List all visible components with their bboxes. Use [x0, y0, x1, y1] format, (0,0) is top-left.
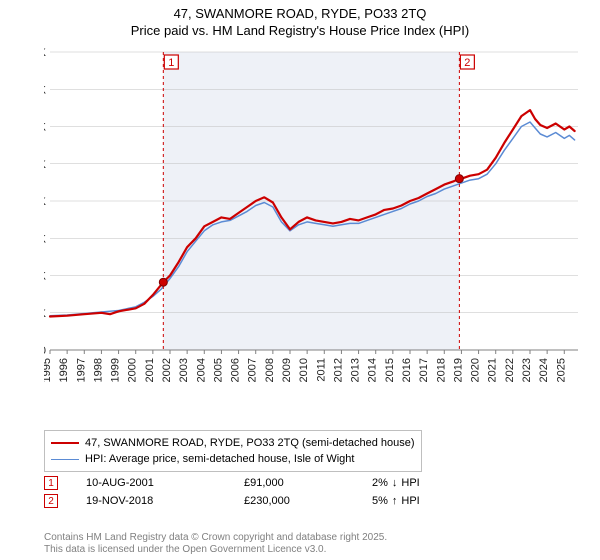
svg-text:2: 2: [464, 57, 470, 69]
title-line1: 47, SWANMORE ROAD, RYDE, PO33 2TQ: [0, 6, 600, 21]
legend-box: 47, SWANMORE ROAD, RYDE, PO33 2TQ (semi-…: [44, 430, 422, 472]
chart-area: £0 £50K £100K £150K £200K £250K £300K £350K £400…: [44, 48, 584, 398]
attribution-line2: This data is licensed under the Open Gov…: [44, 544, 387, 556]
svg-text:£350K: £350K: [44, 84, 47, 96]
svg-text:2014: 2014: [367, 358, 379, 382]
svg-text:2006: 2006: [230, 358, 242, 382]
svg-text:2018: 2018: [435, 358, 447, 382]
svg-text:£300K: £300K: [44, 122, 47, 134]
svg-text:2019: 2019: [452, 358, 464, 382]
svg-text:2015: 2015: [384, 358, 396, 382]
svg-text:1999: 1999: [110, 358, 122, 382]
svg-text:2020: 2020: [470, 358, 482, 382]
svg-text:2007: 2007: [247, 358, 259, 382]
legend-item: 47, SWANMORE ROAD, RYDE, PO33 2TQ (semi-…: [51, 435, 415, 451]
svg-text:2016: 2016: [401, 358, 413, 382]
svg-text:£150K: £150K: [44, 233, 47, 245]
svg-text:2013: 2013: [350, 358, 362, 382]
svg-text:2011: 2011: [315, 358, 327, 382]
svg-text:2001: 2001: [144, 358, 156, 382]
title-line2: Price paid vs. HM Land Registry's House …: [0, 23, 600, 38]
event-badge: 2: [44, 494, 58, 508]
svg-text:1996: 1996: [58, 358, 70, 382]
svg-text:2021: 2021: [487, 358, 499, 382]
event-delta: 5%↑HPI: [372, 495, 462, 507]
svg-text:£200K: £200K: [44, 196, 47, 208]
legend-swatch: [51, 442, 79, 444]
svg-text:2005: 2005: [212, 358, 224, 382]
legend-label: HPI: Average price, semi-detached house,…: [85, 451, 354, 467]
event-date: 10-AUG-2001: [86, 477, 216, 489]
arrow-icon: ↓: [392, 477, 398, 489]
svg-text:2025: 2025: [555, 358, 567, 382]
svg-text:2024: 2024: [538, 358, 550, 382]
chart-svg: £0 £50K £100K £150K £200K £250K £300K £350K £400…: [44, 48, 584, 398]
title-block: 47, SWANMORE ROAD, RYDE, PO33 2TQ Price …: [0, 0, 600, 38]
event-table: 1 10-AUG-2001 £91,000 2%↓HPI 2 19-NOV-2018 £23…: [44, 476, 584, 512]
event-date: 19-NOV-2018: [86, 495, 216, 507]
attribution: Contains HM Land Registry data © Crown c…: [44, 532, 387, 556]
svg-text:1995: 1995: [44, 358, 53, 382]
event-badge: 1: [44, 476, 58, 490]
svg-text:2010: 2010: [298, 358, 310, 382]
svg-text:£0: £0: [44, 345, 46, 357]
event-row: 1 10-AUG-2001 £91,000 2%↓HPI: [44, 476, 584, 490]
svg-text:£400K: £400K: [44, 48, 47, 59]
event-price: £230,000: [244, 495, 344, 507]
legend: 47, SWANMORE ROAD, RYDE, PO33 2TQ (semi-…: [44, 430, 584, 472]
legend-label: 47, SWANMORE ROAD, RYDE, PO33 2TQ (semi-…: [85, 435, 415, 451]
svg-text:2003: 2003: [178, 358, 190, 382]
svg-text:£100K: £100K: [44, 271, 47, 283]
svg-text:2008: 2008: [264, 358, 276, 382]
event-row: 2 19-NOV-2018 £230,000 5%↑HPI: [44, 494, 584, 508]
attribution-line1: Contains HM Land Registry data © Crown c…: [44, 532, 387, 544]
event-price: £91,000: [244, 477, 344, 489]
event-delta: 2%↓HPI: [372, 477, 462, 489]
svg-text:2009: 2009: [281, 358, 293, 382]
svg-text:2017: 2017: [418, 358, 430, 382]
svg-text:2023: 2023: [521, 358, 533, 382]
svg-text:£50K: £50K: [44, 308, 47, 320]
arrow-icon: ↑: [392, 495, 398, 507]
svg-text:2012: 2012: [332, 358, 344, 382]
svg-text:1997: 1997: [75, 358, 87, 382]
svg-text:2000: 2000: [127, 358, 139, 382]
chart-container: 47, SWANMORE ROAD, RYDE, PO33 2TQ Price …: [0, 0, 600, 560]
svg-text:2004: 2004: [195, 358, 207, 382]
svg-text:2022: 2022: [504, 358, 516, 382]
svg-text:2002: 2002: [161, 358, 173, 382]
svg-text:1: 1: [168, 57, 174, 69]
legend-swatch: [51, 459, 79, 460]
svg-text:1998: 1998: [92, 358, 104, 382]
svg-text:£250K: £250K: [44, 159, 47, 171]
legend-item: HPI: Average price, semi-detached house,…: [51, 451, 415, 467]
